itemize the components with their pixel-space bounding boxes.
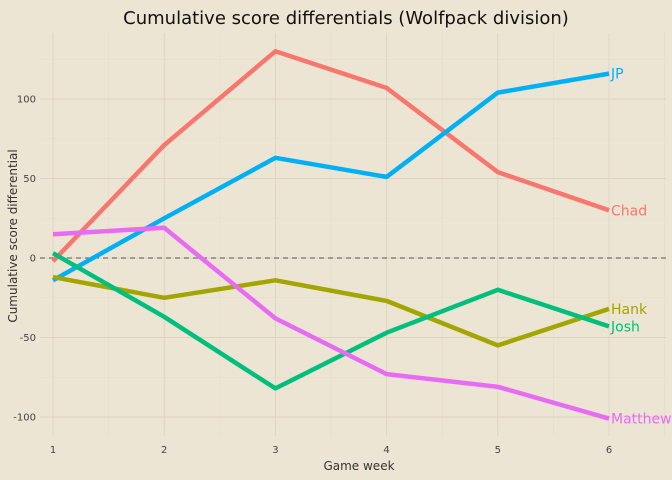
x-tick-label: 2 — [161, 445, 167, 456]
series-label-chad: Chad — [611, 203, 647, 219]
series-label-matthew: Matthew — [611, 412, 672, 428]
series-line-matthew — [52, 225, 610, 421]
series-label-hank: Hank — [611, 302, 648, 318]
y-tick-label: -100 — [13, 413, 36, 424]
y-axis-label: Cumulative score differential — [6, 149, 20, 322]
series-label-josh: Josh — [610, 319, 640, 335]
x-tick-label: 1 — [50, 445, 56, 456]
grid — [40, 33, 666, 436]
chart-title: Cumulative score differentials (Wolfpack… — [123, 8, 569, 29]
x-tick-label: 4 — [383, 445, 389, 456]
series-line-josh — [51, 251, 610, 391]
series-line-chad — [51, 49, 610, 263]
x-tick-label: 5 — [495, 445, 501, 456]
y-axis-ticks: -100 -50 0 50 100 — [13, 95, 36, 424]
x-tick-label: 3 — [272, 445, 278, 456]
x-axis-label: Game week — [323, 459, 394, 473]
x-axis-ticks: 1 2 3 4 5 6 — [50, 445, 612, 456]
x-tick-label: 6 — [606, 445, 612, 456]
series-line-hank — [52, 274, 610, 348]
y-tick-label: -50 — [20, 333, 36, 344]
y-tick-label: 0 — [30, 254, 36, 265]
y-tick-label: 100 — [17, 95, 36, 106]
y-tick-label: 50 — [23, 174, 36, 185]
series-lines — [51, 49, 610, 421]
series-label-jp: JP — [610, 67, 624, 83]
